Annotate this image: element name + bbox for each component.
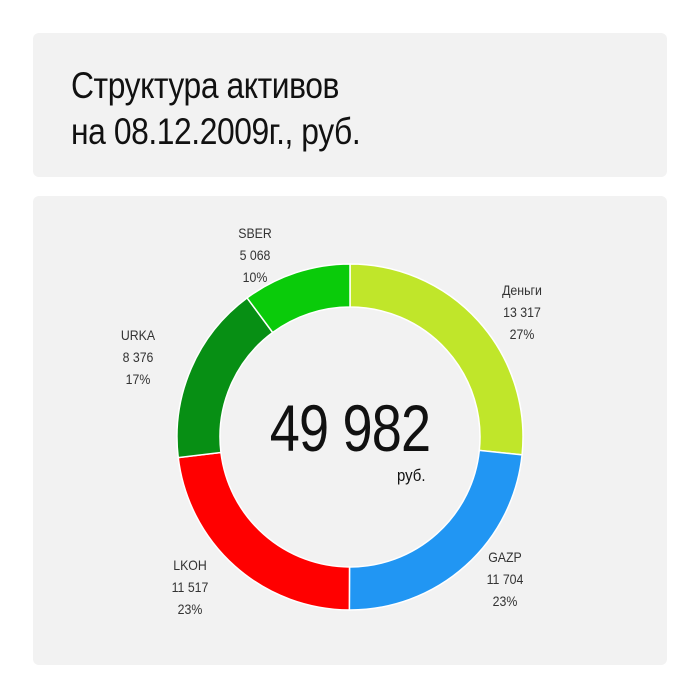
- label-name: Деньги: [502, 282, 542, 298]
- total-value: 49 982: [269, 391, 431, 465]
- label-name: URKA: [120, 327, 156, 343]
- label-percent: 10%: [242, 269, 268, 285]
- donut-slice-urka: [176, 296, 274, 459]
- label-name: LKOH: [173, 557, 207, 573]
- label-name: SBER: [238, 225, 272, 241]
- label-percent: 17%: [125, 371, 151, 387]
- donut-slice-sber: [246, 263, 351, 334]
- chart-title: Структура активов на 08.12.2009г., руб.: [71, 63, 361, 155]
- label-sber: SBER 5 068 10%: [202, 222, 308, 288]
- chart-title-line1: Структура активов: [71, 65, 339, 106]
- label-value: 8 376: [122, 349, 154, 365]
- label-percent: 23%: [492, 593, 518, 609]
- label-value: 5 068: [239, 247, 271, 263]
- label-percent: 23%: [177, 601, 203, 617]
- label-gazp: GAZP 11 704 23%: [452, 546, 558, 612]
- label-lkoh: LKOH 11 517 23%: [137, 554, 243, 620]
- total-unit: руб.: [396, 466, 426, 485]
- title-card: Структура активов на 08.12.2009г., руб.: [33, 33, 667, 177]
- label-value: 11 517: [171, 579, 209, 595]
- label-value: 11 704: [486, 571, 524, 587]
- chart-title-line2: на 08.12.2009г., руб.: [71, 111, 361, 152]
- label-percent: 27%: [509, 326, 535, 342]
- label-urka: URKA 8 376 17%: [85, 324, 191, 390]
- label-dengi: Деньги 13 317 27%: [469, 279, 575, 345]
- label-name: GAZP: [488, 549, 522, 565]
- label-value: 13 317: [503, 304, 541, 320]
